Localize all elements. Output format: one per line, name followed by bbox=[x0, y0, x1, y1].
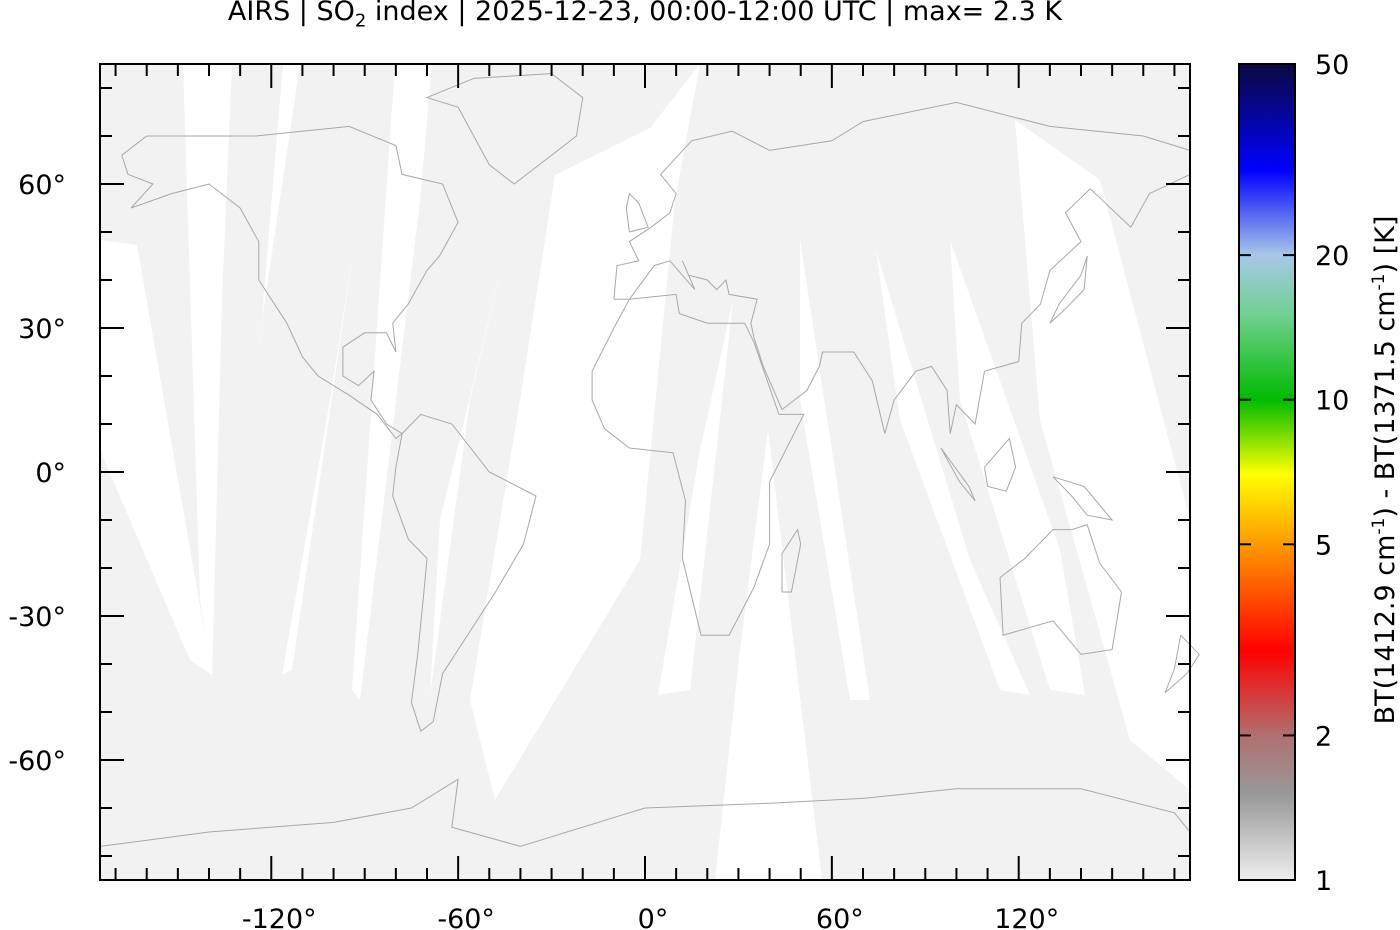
x-tick-label: -60° bbox=[437, 904, 495, 930]
coastline-africa bbox=[591, 293, 805, 636]
swath-gap bbox=[1015, 120, 1190, 790]
swath-gap bbox=[950, 240, 1085, 695]
coastline-antarctica bbox=[99, 778, 1191, 847]
y-tick-label: 0° bbox=[35, 458, 66, 489]
coastline-japan bbox=[1049, 255, 1088, 324]
x-tick-label: -120° bbox=[242, 904, 317, 930]
colorbar-ticks: 1 2 5 10 20 50 bbox=[1239, 50, 1349, 897]
coastline-borneo bbox=[984, 437, 1017, 492]
coastline-madagascar bbox=[781, 528, 802, 593]
colorbar-tick-label: 5 bbox=[1315, 530, 1332, 561]
coastline-north-america bbox=[121, 125, 459, 440]
swath-gap bbox=[800, 240, 870, 700]
swath-gap bbox=[352, 64, 432, 700]
swath-gap bbox=[100, 240, 212, 675]
chart-title: AIRS | SO2 index | 2025-12-23, 00:00-12:… bbox=[227, 0, 1063, 32]
swath-gap bbox=[658, 300, 733, 695]
swath-gap bbox=[183, 64, 232, 680]
coastline-greenland bbox=[425, 73, 584, 185]
coastline-south-america bbox=[392, 413, 537, 733]
coastline-eurasia bbox=[613, 101, 1191, 434]
colorbar-tick-label: 10 bbox=[1315, 386, 1349, 417]
x-tick-label: 60° bbox=[816, 904, 864, 930]
colorbar bbox=[1238, 63, 1296, 881]
colorbar-tick-label: 2 bbox=[1315, 721, 1332, 752]
x-tick-label: 0° bbox=[638, 904, 669, 930]
colorbar-tick-label: 1 bbox=[1315, 866, 1332, 897]
y-tick-label: 30° bbox=[18, 314, 66, 345]
colorbar-tick-label: 50 bbox=[1315, 50, 1349, 81]
colorbar-label: BT(1412.9 cm-1) - BT(1371.5 cm-1) [K] bbox=[1369, 215, 1400, 725]
y-tick-label: 60° bbox=[18, 170, 66, 201]
coastline-new-guinea bbox=[1052, 476, 1114, 521]
coastline-australia bbox=[999, 524, 1123, 655]
axis-ticks: -120° -60° 0° 60° 120° 60° 30° 0° -30° -60° bbox=[8, 64, 1190, 930]
coastline-new-zealand bbox=[1164, 634, 1200, 694]
y-tick-label: -30° bbox=[8, 602, 66, 633]
x-tick-label: 120° bbox=[994, 904, 1059, 930]
swath-gap bbox=[470, 64, 700, 800]
swath-layer bbox=[100, 64, 1190, 880]
coastline-sumatra bbox=[940, 447, 976, 502]
swath-gap bbox=[715, 430, 822, 880]
colorbar-tick-label: 20 bbox=[1315, 241, 1349, 272]
coastlines bbox=[99, 73, 1200, 847]
y-tick-label: -60° bbox=[8, 746, 66, 777]
coastline-uk bbox=[625, 192, 649, 233]
